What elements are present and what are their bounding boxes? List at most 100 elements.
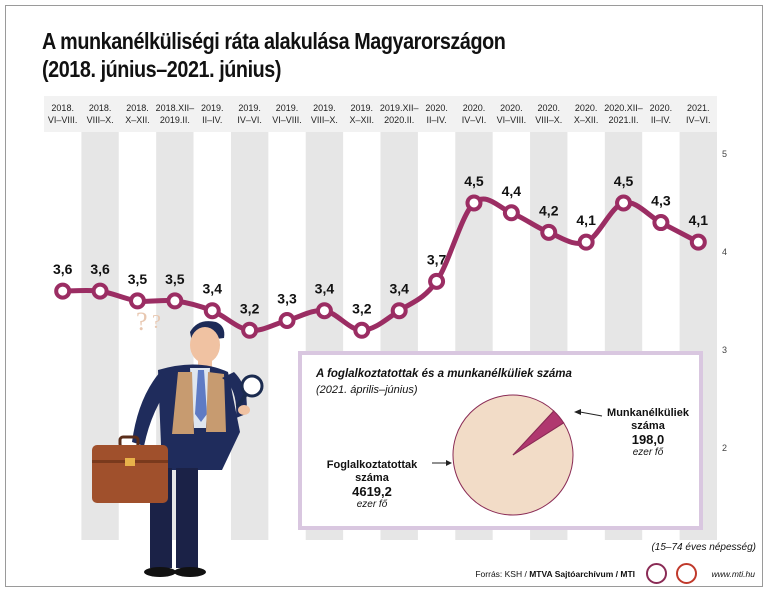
x-tick-label: 2020.XII– [604, 103, 643, 113]
data-point [91, 282, 109, 300]
y-tick-label: 3 [722, 345, 727, 355]
x-tick-label: VIII–X. [87, 115, 114, 125]
x-tick-label: 2019.XII– [380, 103, 419, 113]
y-tick-label: 5 [722, 149, 727, 159]
x-tick-label: 2019. [201, 103, 224, 113]
x-tick-label: 2018.XII– [156, 103, 195, 113]
x-tick-label: 2018. [89, 103, 112, 113]
pie-slice-unemployed [512, 410, 565, 456]
data-point [203, 302, 221, 320]
data-label: 3,4 [389, 281, 409, 297]
inset-subtitle: (2021. április–június) [316, 384, 418, 396]
x-tick-label: 2020. [425, 103, 448, 113]
question-mark-icon: ? [136, 307, 148, 336]
data-label: 3,4 [315, 281, 335, 297]
x-tick-label: 2019. [276, 103, 299, 113]
source-credit: Forrás: KSH / MTVA Sajtóarchívum / MTI [475, 569, 635, 579]
inset-title: A foglalkoztatottak és a munkanélküliek … [316, 368, 572, 380]
x-tick-label: VI–VIII. [272, 115, 302, 125]
data-label: 3,6 [90, 261, 110, 277]
x-tick-label: 2019. [313, 103, 336, 113]
employed-arrow-icon [446, 460, 452, 466]
y-tick-label: 4 [722, 247, 727, 257]
data-label: 4,5 [614, 173, 634, 189]
chart-title: A munkanélküliségi ráta alakulása Magyar… [42, 28, 506, 54]
x-tick-label: 2020. [500, 103, 523, 113]
unemployed-name-line1: Munkanélküliek [607, 407, 689, 419]
x-tick-label: 2020. [650, 103, 673, 113]
x-tick-label: 2020. [537, 103, 560, 113]
data-label: 3,2 [352, 300, 372, 316]
data-label: 3,3 [277, 291, 297, 307]
data-label: 4,2 [539, 202, 559, 218]
data-point [54, 282, 72, 300]
data-label: 3,5 [128, 271, 148, 287]
x-tick-label: 2020.II. [384, 115, 414, 125]
data-point [128, 292, 146, 310]
chart-subtitle: (2018. június–2021. június) [42, 56, 282, 82]
employed-value: 4619,2 [352, 484, 392, 499]
infographic-frame [5, 5, 763, 587]
employed-unit: ezer fő [356, 499, 388, 510]
inset-panel: A foglalkoztatottak és a munkanélküliek … [298, 351, 703, 530]
data-label: 3,5 [165, 271, 185, 287]
data-label: 4,4 [502, 183, 522, 199]
data-point [353, 321, 371, 339]
question-mark-icon: ? [152, 311, 161, 333]
unemployed-value: 198,0 [631, 432, 665, 447]
briefcase-icon [92, 435, 168, 503]
x-tick-label: 2019. [351, 103, 374, 113]
x-tick-label: VI–VIII. [48, 115, 78, 125]
data-point [390, 302, 408, 320]
magnifier-icon [240, 374, 264, 398]
website-link[interactable]: www.mti.hu [711, 569, 755, 579]
x-tick-label: VIII–X. [311, 115, 338, 125]
data-point [241, 321, 259, 339]
x-tick-label: 2018. [51, 103, 74, 113]
pie-chart [432, 394, 603, 516]
x-tick-label: 2019. [238, 103, 261, 113]
x-tick-label: 2021. [687, 103, 710, 113]
x-tick-label: 2020. [575, 103, 598, 113]
mtva-logo-icon [646, 563, 667, 584]
x-tick-label: 2018. [126, 103, 149, 113]
x-tick-label: 2021.II. [609, 115, 639, 125]
column-band [230, 96, 269, 540]
data-point [652, 214, 670, 232]
data-label: 4,3 [651, 193, 671, 209]
x-tick-label: II–IV. [202, 115, 222, 125]
x-tick-label: X–XII. [350, 115, 375, 125]
data-point [166, 292, 184, 310]
x-tick-label: X–XII. [125, 115, 150, 125]
data-point [577, 233, 595, 251]
businessman-illustration: ? ? [92, 307, 264, 577]
data-label: 3,7 [427, 251, 447, 267]
data-label: 3,6 [53, 261, 73, 277]
category-header-bar [44, 96, 717, 132]
unemployed-unit: ezer fő [632, 447, 664, 458]
data-point [465, 194, 483, 212]
source-prefix: Forrás: KSH / [475, 569, 530, 579]
employed-label: Foglalkoztatottak száma 4619,2 ezer fő [316, 459, 428, 511]
data-point [428, 272, 446, 290]
x-tick-label: VI–VIII. [497, 115, 527, 125]
unemployed-arrow-icon [574, 409, 581, 415]
x-tick-label: II–IV. [426, 115, 446, 125]
data-label: 4,5 [464, 173, 484, 189]
y-tick-label: 2 [722, 443, 727, 453]
x-tick-label: IV–VI. [462, 115, 487, 125]
x-tick-label: II–IV. [651, 115, 671, 125]
data-point [615, 194, 633, 212]
data-point [278, 312, 296, 329]
x-tick-label: 2020. [463, 103, 486, 113]
data-point [540, 223, 558, 241]
x-tick-label: IV–VI. [686, 115, 711, 125]
x-tick-label: VIII–X. [535, 115, 562, 125]
data-label: 3,2 [240, 300, 260, 316]
data-point [502, 204, 520, 222]
data-label: 3,4 [203, 281, 223, 297]
unemployed-name-line2: száma [631, 420, 665, 432]
x-tick-label: IV–VI. [237, 115, 262, 125]
employed-name-line1: Foglalkoztatottak [326, 459, 418, 471]
